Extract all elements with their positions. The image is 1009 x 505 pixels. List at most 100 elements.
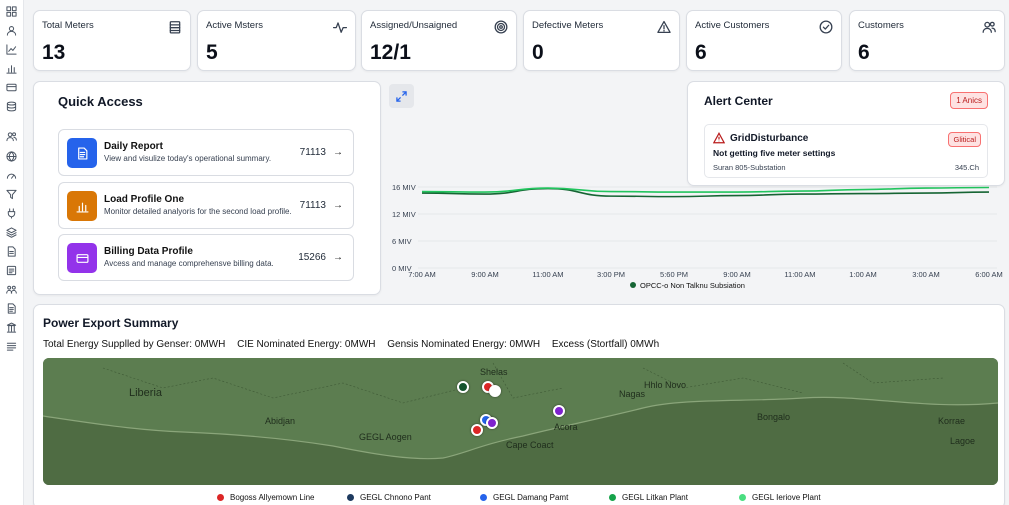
stat-cie-energy: CIE Nominated Energy: 0MWH — [237, 339, 376, 350]
map-label: Acora — [554, 422, 578, 432]
legend-item[interactable]: GEGL Litkan Plant — [609, 493, 688, 502]
map-label: Cape Coact — [506, 440, 554, 450]
stat-value: 12/1 — [370, 41, 411, 64]
filter-icon[interactable] — [5, 188, 17, 200]
alert-title: GridDisturbance — [730, 133, 809, 144]
alert-item[interactable]: GridDisturbance Glitical Not getting fiv… — [704, 124, 988, 178]
arrow-right-icon[interactable]: → — [333, 252, 343, 263]
quick-access-panel: Quick Access Daily Report View and visuli… — [33, 81, 381, 295]
x-tick-label: 3:00 AM — [912, 270, 940, 279]
legend-item[interactable]: GEGL Damang Pamt — [480, 493, 568, 502]
legend-item[interactable]: GEGL Ieriove Plant — [739, 493, 821, 502]
stat-card[interactable]: Active Customers 6 — [686, 10, 842, 71]
series-line — [421, 187, 990, 198]
power-export-stats: Total Energy Supplled by Genser: 0MWH CI… — [43, 339, 668, 350]
map-legend: Bogoss Allyemown Line GEGL Chnono Pant GEG… — [34, 493, 1005, 505]
arrow-right-icon[interactable]: → — [333, 200, 343, 211]
legend-label: GEGL Chnono Pant — [360, 493, 431, 502]
stat-label: Defective Meters — [532, 20, 604, 31]
bar-chart-icon[interactable] — [5, 62, 17, 74]
stat-value: 5 — [206, 41, 218, 64]
plant-marker[interactable] — [457, 381, 469, 393]
power-export-title: Power Export Summary — [43, 316, 179, 330]
legend-label: Bogoss Allyemown Line — [230, 493, 315, 502]
stat-card[interactable]: Active Msters 5 — [197, 10, 356, 71]
layers-icon[interactable] — [5, 226, 17, 238]
activity-icon — [332, 20, 348, 34]
user-icon[interactable] — [5, 24, 17, 36]
alert-count-badge[interactable]: 1 Anics — [950, 92, 988, 109]
stat-value: 0 — [532, 41, 544, 64]
plant-map[interactable]: Liberia Shelas Nagas Hhlo Novo Abidjan G… — [43, 358, 998, 485]
stat-card[interactable]: Defective Meters 0 — [523, 10, 680, 71]
legend-label: GEGL Damang Pamt — [493, 493, 569, 502]
chart-legend-dot — [630, 282, 636, 288]
legend-item[interactable]: Bogoss Allyemown Line — [217, 493, 315, 502]
quick-access-name: Daily Report — [104, 141, 163, 152]
chart-legend-label: OPCC-o Non Talknu Subsiation — [640, 281, 745, 290]
stat-value: 13 — [42, 41, 66, 64]
database-icon[interactable] — [5, 100, 17, 112]
map-label: Abidjan — [265, 416, 296, 426]
expand-icon — [396, 90, 407, 102]
stat-card[interactable]: Assigned/Unsaigned 12/1 — [361, 10, 517, 71]
document-icon — [67, 138, 97, 168]
warning-icon — [713, 132, 725, 144]
quick-access-desc: Monitor detailed analyoris for the secon… — [104, 207, 292, 216]
series-line — [421, 186, 990, 193]
stat-excess: Excess (Stortfall) 0MWh — [551, 339, 660, 350]
quick-access-item[interactable]: Billing Data Profile Avcess and manage co… — [58, 234, 354, 281]
map-label: Liberia — [129, 387, 163, 399]
plant-marker[interactable] — [553, 405, 565, 417]
gauge-icon[interactable] — [5, 169, 17, 181]
stat-value: 6 — [858, 41, 870, 64]
file-icon[interactable] — [5, 245, 17, 257]
users-icon[interactable] — [5, 130, 17, 142]
arrow-right-icon[interactable]: → — [333, 147, 343, 158]
x-tick-label: 5:60 PM — [660, 270, 688, 279]
globe-icon[interactable] — [5, 150, 17, 162]
grid-icon[interactable] — [5, 5, 17, 17]
chart-line-icon[interactable] — [5, 43, 17, 55]
columns-icon[interactable] — [5, 321, 17, 333]
stat-gensis-energy: Gensis Nominated Energy: 0MWH — [387, 339, 541, 350]
stat-total-energy: Total Energy Supplled by Genser: 0MWH — [43, 339, 226, 350]
quick-access-item[interactable]: Load Profile One Monitor detailed analyor… — [58, 182, 354, 229]
stat-card[interactable]: Customers 6 — [849, 10, 1005, 71]
stat-value: 6 — [695, 41, 707, 64]
check-circle-icon — [819, 20, 833, 34]
menu-icon[interactable] — [5, 340, 17, 352]
quick-access-desc: Avcess and manage comprehensve billing d… — [104, 259, 274, 268]
quick-access-item[interactable]: Daily Report View and visulize today's op… — [58, 129, 354, 176]
quick-access-title: Quick Access — [58, 94, 143, 109]
legend-dot — [217, 494, 224, 501]
legend-dot — [609, 494, 616, 501]
plug-icon[interactable] — [5, 207, 17, 219]
x-tick-label: 6:00 AM — [975, 270, 1003, 279]
document-icon[interactable] — [5, 302, 17, 314]
plant-marker[interactable] — [471, 424, 483, 436]
stat-label: Assigned/Unsaigned — [370, 20, 458, 31]
plant-marker[interactable] — [486, 417, 498, 429]
x-tick-label: 11:00 AM — [784, 270, 815, 279]
group-icon[interactable] — [5, 283, 17, 295]
card-icon[interactable] — [5, 81, 17, 93]
y-tick-label: 12 MIV — [392, 210, 416, 219]
stat-card[interactable]: Total Meters 13 — [33, 10, 191, 71]
alert-message: Not getting five meter settings — [713, 148, 836, 158]
alert-center-panel: Alert Center 1 Anics GridDisturbance Gli… — [687, 81, 1005, 186]
quick-access-count: 71113 — [299, 200, 326, 211]
legend-item[interactable]: GEGL Chnono Pant — [347, 493, 431, 502]
y-tick-label: 6 MIV — [392, 237, 412, 246]
plant-marker[interactable] — [489, 385, 501, 397]
expand-chart-button[interactable] — [389, 84, 414, 108]
map-label: Nagas — [619, 389, 646, 399]
legend-label: GEGL Litkan Plant — [622, 493, 688, 502]
alert-severity-badge: Glitical — [948, 132, 981, 147]
list-icon[interactable] — [5, 264, 17, 276]
map-label: Shelas — [480, 367, 508, 377]
alert-center-title: Alert Center — [704, 94, 773, 108]
card-icon — [67, 243, 97, 273]
x-tick-label: 9:00 AM — [723, 270, 751, 279]
map-terrain — [43, 358, 998, 485]
